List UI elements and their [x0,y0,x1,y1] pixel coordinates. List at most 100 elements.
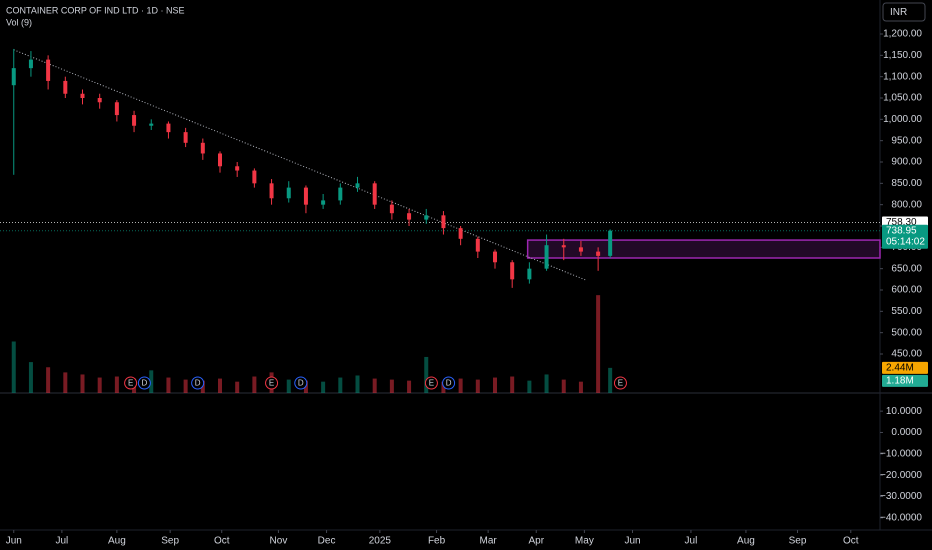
y-tick-label: −30.0000 [880,491,922,502]
y-tick-label: 800.00 [891,199,922,210]
volume-title: Vol (9) [6,17,32,27]
volume-bar [46,367,51,393]
x-tick-label: Oct [214,536,230,547]
volume-bar [407,380,412,393]
volume-bar [458,378,463,393]
x-tick-label: Jul [685,536,698,547]
candle-body [132,115,137,126]
candle-body [493,251,497,263]
candle-body [218,153,222,167]
event-marker [294,376,308,390]
candle-body [149,123,154,126]
volume-bar [578,381,583,393]
y-tick-label: 1,050.00 [883,93,922,104]
event-label: E [128,379,133,388]
volume-bar [544,374,549,393]
volume-bar [561,379,566,393]
candle-body [407,213,412,220]
volume-bar [11,341,16,393]
price-tag-label: 738.95 [886,225,917,236]
candle-body [46,59,51,81]
candle-body [80,93,85,99]
candle-body [303,187,308,205]
candle-body [561,245,566,248]
x-tick-label: Sep [161,536,179,547]
x-tick-label: Sep [789,536,807,547]
y-tick-label: 1,000.00 [883,114,922,125]
volume-bar [114,376,119,393]
volume-bar [166,377,171,393]
event-label: E [429,379,434,388]
volume-bar [338,377,343,393]
candle-body [510,262,515,280]
currency-button-frame[interactable] [882,2,926,22]
y-tick-label: 950.00 [891,135,922,146]
event-marker [442,376,456,390]
volume-bar [149,370,154,393]
x-tick-label: Nov [270,536,288,547]
event-marker [191,376,205,390]
volume-bar [235,381,240,393]
volume-bar [475,379,480,393]
y-tick-label: −20.0000 [880,470,922,481]
x-tick-label: Dec [318,536,336,547]
event-label: E [269,379,274,388]
volume-bar [441,381,446,393]
candle-body [11,68,16,86]
volume-bar [510,376,515,393]
candle-body [114,102,119,116]
candle-body [389,204,394,214]
candle-body [608,230,613,256]
y-tick-label: 600.00 [891,285,922,296]
candle-body [578,247,583,252]
candle-body [441,215,446,229]
event-label: D [446,379,452,388]
chart-title: CONTAINER CORP OF IND LTD · 1D · NSE [6,5,185,15]
volume-bar [321,381,326,393]
candle-body [183,132,188,143]
y-tick-label: −10.0000 [880,448,922,459]
volume-bar [493,377,497,393]
y-tick-label: 1,100.00 [883,71,922,82]
volume-tag [882,374,928,387]
volume-bar [183,379,188,393]
y-tick-label: 650.00 [891,263,922,274]
countdown-label: 05:14:02 [886,236,925,247]
currency-button[interactable]: INR [882,2,926,22]
x-tick-label: Jul [55,536,68,547]
event-marker [613,376,627,390]
candle-body [286,187,291,199]
volume-bar [63,372,68,393]
event-marker [137,376,151,390]
volume-bar [424,356,429,393]
event-label: D [141,379,147,388]
x-tick-label: Jun [6,536,22,547]
x-tick-label: Aug [737,536,755,547]
y-tick-label: 1,150.00 [883,50,922,61]
volume-bar [389,379,394,393]
candle-body [97,98,102,103]
candle-body [355,183,360,188]
y-tick-label: 550.00 [891,306,922,317]
event-marker [124,376,138,390]
volume-bar [80,374,85,393]
volume-bar [527,380,532,393]
volume-bar [608,367,613,393]
candle-body [200,142,205,154]
x-tick-label: Feb [428,536,446,547]
event-label: E [618,379,623,388]
volume-bar [355,375,360,393]
volume-bar [97,377,102,393]
volume-bar [218,378,222,393]
event-label: D [195,379,201,388]
trendline [13,49,587,281]
candle-body [321,200,326,205]
volume-tag-label: 1.18M [886,375,914,386]
currency-label[interactable]: INR [890,7,907,18]
x-tick-label: Oct [843,536,859,547]
event-marker [265,376,279,390]
range-box [526,239,881,259]
candle-body [28,59,33,69]
y-tick-label: −40.0000 [880,512,922,523]
